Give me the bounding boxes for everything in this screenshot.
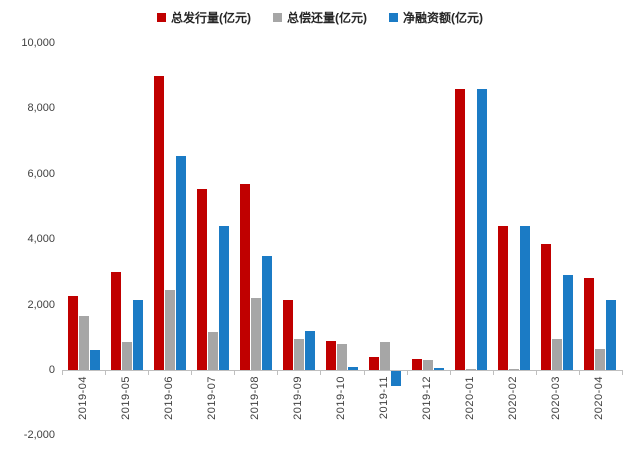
bar-2019-08-series-0	[239, 183, 250, 370]
y-axis-tick-label: 4,000	[27, 233, 55, 246]
bar-2019-04-series-1	[78, 316, 89, 370]
y-axis-tick-label: 10,000	[21, 37, 55, 49]
x-axis-tick-mark	[234, 371, 236, 375]
x-axis-tick-label: 2019-05	[119, 376, 132, 420]
x-axis-tick-label: 2019-07	[205, 376, 218, 420]
bar-2019-11-series-1	[380, 342, 391, 370]
bar-2019-10-series-0	[326, 340, 336, 370]
bar-2020-02-series-1	[509, 369, 520, 370]
x-axis-tick-mark	[62, 371, 63, 375]
bar-2019-06-series-0	[153, 75, 164, 370]
bar-2020-04-series-1	[595, 348, 606, 370]
x-axis-tick-label: 2019-09	[291, 376, 304, 420]
legend-label-total-issuance: 总发行量(亿元)	[171, 11, 251, 25]
y-axis-tick-label: 2,000	[27, 298, 55, 311]
bar-2020-04-series-2	[606, 299, 617, 370]
x-axis-tick-mark	[191, 371, 193, 375]
bar-2019-10-series-1	[337, 343, 347, 370]
x-axis-tick-label: 2019-12	[421, 376, 434, 420]
x-axis-tick-label: 2019-08	[248, 376, 261, 420]
bar-2020-02-series-0	[498, 226, 509, 370]
x-axis-tick-mark	[320, 371, 322, 375]
bar-2019-05-series-1	[121, 342, 132, 370]
bar-2019-07-series-2	[218, 226, 229, 370]
x-axis-line	[62, 370, 623, 371]
bar-2019-11-series-0	[369, 356, 380, 370]
x-axis-tick-label: 2019-06	[162, 376, 175, 420]
x-axis-tick-label: 2020-03	[550, 376, 563, 420]
bar-2020-02-series-2	[520, 226, 531, 370]
x-axis-tick-mark	[449, 371, 451, 375]
x-axis-tick-label: 2020-04	[593, 376, 606, 420]
y-axis-tick-label: 6,000	[27, 167, 55, 180]
legend-label-total-repayment: 总偿还量(亿元)	[287, 11, 367, 25]
legend-item-net-financing: 净融资额(亿元)	[389, 9, 483, 26]
legend-item-total-issuance: 总发行量(亿元)	[157, 9, 251, 26]
legend-marker-net-financing-icon	[389, 13, 398, 22]
bar-2019-07-series-0	[196, 188, 207, 370]
legend-label-net-financing: 净融资额(亿元)	[403, 11, 483, 25]
bar-2020-04-series-0	[584, 278, 595, 370]
x-axis-tick-label: 2020-02	[507, 376, 520, 420]
bar-2019-05-series-2	[132, 299, 143, 370]
bar-2020-03-series-0	[541, 244, 552, 370]
x-axis-tick-mark	[622, 371, 623, 375]
bar-2019-09-series-2	[304, 330, 315, 370]
x-axis-tick-mark	[277, 371, 279, 375]
y-axis-tick-label: 0	[48, 364, 55, 376]
x-axis-tick-label: 2019-04	[76, 376, 89, 420]
x-axis-tick-mark	[363, 371, 365, 375]
y-axis-tick-label: 8,000	[27, 102, 55, 115]
bar-2020-01-series-1	[466, 369, 477, 370]
bar-2019-06-series-2	[175, 155, 186, 370]
bar-2020-01-series-0	[455, 88, 466, 370]
x-axis-tick-mark	[406, 371, 408, 375]
legend-marker-total-repayment-icon	[273, 13, 282, 22]
legend-marker-total-issuance-icon	[157, 13, 166, 22]
bar-2019-12-series-0	[412, 358, 423, 370]
bar-2020-01-series-2	[477, 88, 488, 370]
x-axis-tick-mark	[578, 371, 580, 375]
bar-2019-10-series-2	[348, 366, 358, 370]
bar-2019-12-series-2	[434, 368, 445, 370]
bar-2019-08-series-1	[250, 298, 261, 370]
legend-item-total-repayment: 总偿还量(亿元)	[273, 9, 367, 26]
x-axis-tick-label: 2020-01	[464, 376, 477, 420]
x-axis-tick-mark	[492, 371, 494, 375]
bar-2019-09-series-0	[282, 299, 293, 370]
bar-2019-06-series-1	[164, 289, 175, 370]
bar-2020-03-series-2	[563, 275, 574, 370]
bar-2019-04-series-2	[89, 350, 100, 370]
bar-2019-11-series-2	[391, 371, 402, 386]
bar-2019-12-series-1	[423, 360, 434, 370]
x-axis-tick-label: 2019-10	[335, 376, 347, 420]
bar-2019-04-series-0	[67, 296, 78, 370]
bar-2019-05-series-0	[110, 271, 121, 370]
x-axis-tick-mark	[105, 371, 107, 375]
x-axis-tick-mark	[148, 371, 150, 375]
bar-2019-09-series-1	[293, 338, 304, 370]
bar-2019-08-series-2	[261, 255, 272, 370]
chart-legend: 总发行量(亿元) 总偿还量(亿元) 净融资额(亿元)	[0, 9, 640, 26]
x-axis-tick-mark	[535, 371, 537, 375]
y-axis-tick-label: -2,000	[23, 429, 55, 442]
bar-2019-07-series-1	[207, 332, 218, 370]
bar-2020-03-series-1	[552, 338, 563, 370]
x-axis-tick-label: 2019-11	[378, 376, 391, 420]
